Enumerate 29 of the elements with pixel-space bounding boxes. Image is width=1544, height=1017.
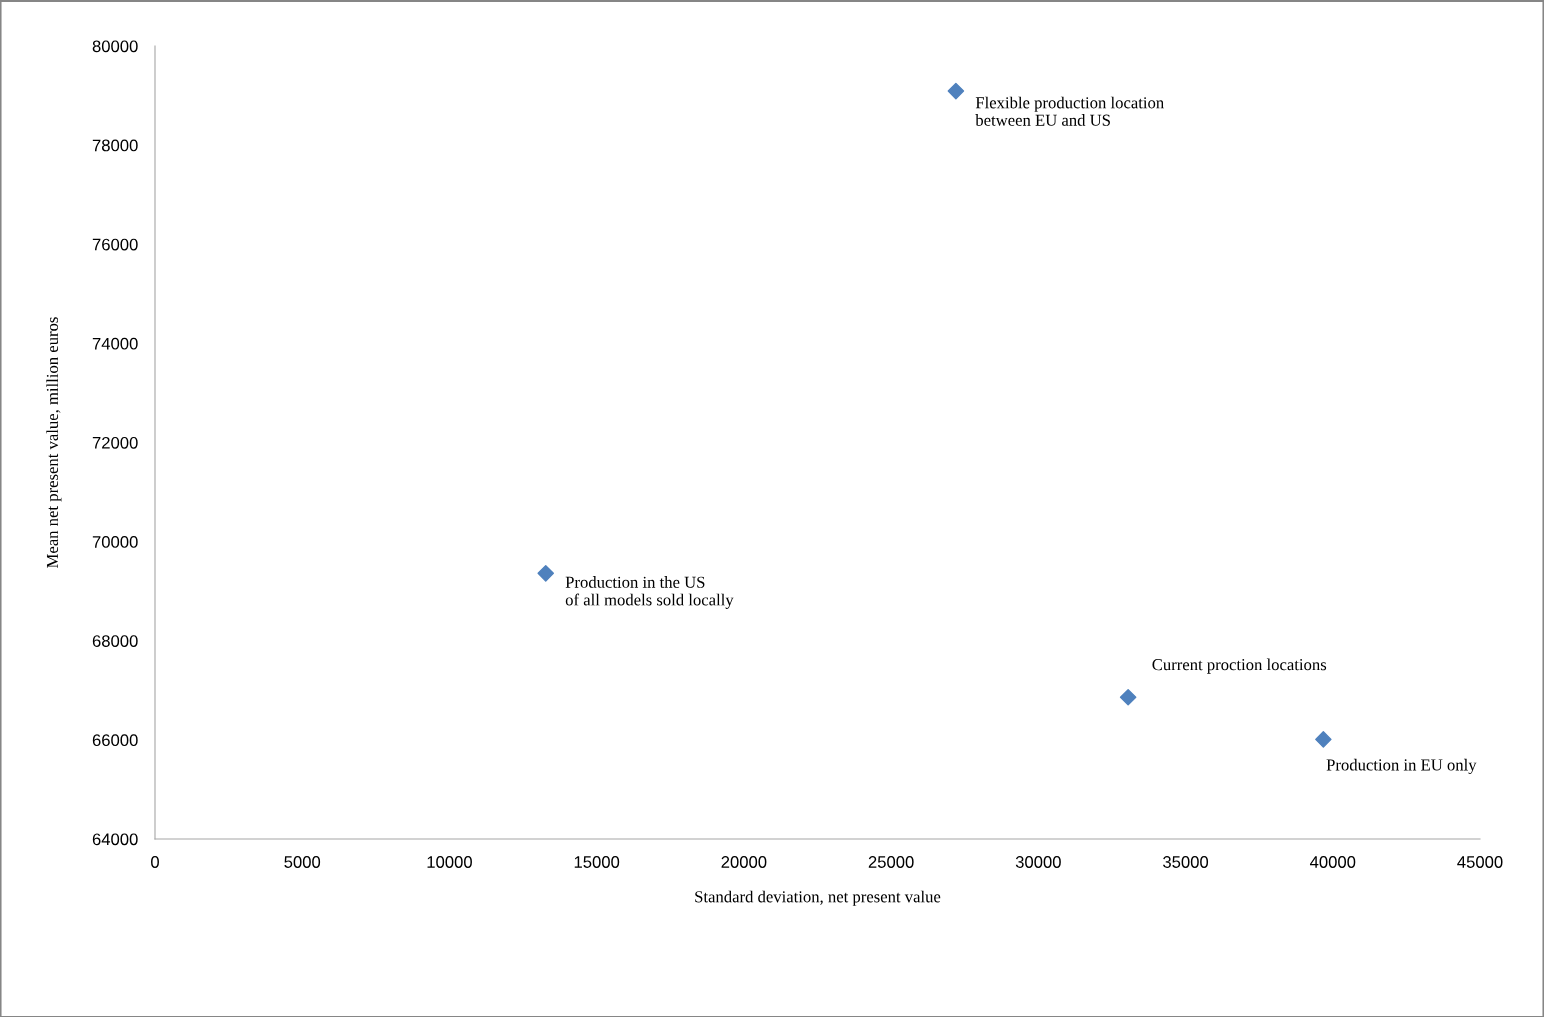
point bbox=[537, 565, 555, 582]
x-tick-label: 20000 bbox=[721, 856, 767, 868]
annotation: Flexible production location between EU and US bbox=[975, 96, 1164, 126]
y-tick-label: 66000 bbox=[92, 734, 138, 747]
x-tick-label: 0 bbox=[151, 856, 159, 868]
x-tick-label: 15000 bbox=[574, 856, 620, 868]
y-tick-label: 70000 bbox=[92, 536, 138, 548]
y-tick-label: 76000 bbox=[92, 238, 138, 251]
y-tick-label: 74000 bbox=[92, 337, 138, 350]
x-tick-label: 30000 bbox=[1015, 856, 1061, 868]
x-tick-label: 35000 bbox=[1163, 856, 1209, 868]
annotation: Production in the US of all models sold locally bbox=[565, 576, 734, 609]
x-axis-title: Standard deviation, net present value bbox=[695, 890, 941, 906]
y-tick-label: 78000 bbox=[92, 139, 138, 152]
point bbox=[1315, 731, 1332, 748]
y-tick-label: 72000 bbox=[92, 436, 138, 449]
y-tick-label: 80000 bbox=[92, 40, 138, 53]
x-tick-label: 25000 bbox=[868, 856, 914, 868]
x-tick-label: 5000 bbox=[284, 856, 321, 868]
y-tick-label: 64000 bbox=[92, 833, 138, 846]
y-tick-label: 68000 bbox=[92, 635, 138, 647]
point bbox=[947, 82, 965, 100]
x-tick-label: 40000 bbox=[1309, 856, 1356, 868]
point bbox=[1119, 688, 1137, 706]
y-axis-title: Mean net present value, million euros bbox=[46, 317, 62, 568]
annotation: Current proction locations bbox=[1152, 658, 1327, 674]
x-tick-label: 45000 bbox=[1457, 856, 1503, 868]
annotation: Production in EU only bbox=[1326, 758, 1477, 774]
x-tick-label: 10000 bbox=[427, 856, 472, 868]
